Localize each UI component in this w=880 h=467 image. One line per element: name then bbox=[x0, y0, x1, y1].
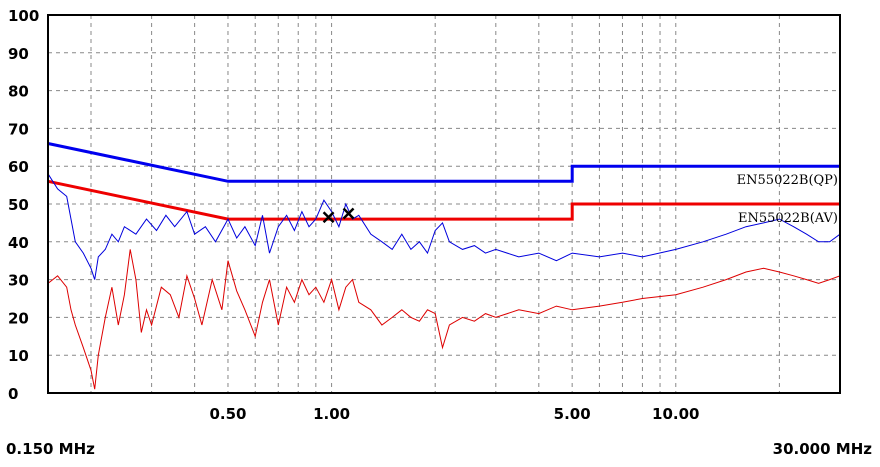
x-tick-label: 5.00 bbox=[554, 405, 591, 423]
limit-line-2 bbox=[47, 179, 840, 221]
x-tick-label: 10.00 bbox=[652, 405, 699, 423]
x-axis-ticks: 0.50 1.00 5.00 10.00 bbox=[209, 405, 699, 423]
x-min-label: 0.150 MHz bbox=[6, 440, 95, 458]
chart-grid bbox=[48, 15, 840, 393]
limit-label-2: EN55022B(AV) bbox=[738, 211, 838, 226]
limit-label-1: EN55022B(QP) bbox=[737, 173, 838, 188]
measurement-traces bbox=[47, 173, 841, 390]
limit-lines bbox=[47, 142, 840, 221]
y-tick-label: 90 bbox=[8, 45, 29, 63]
y-tick-label: 60 bbox=[8, 158, 29, 176]
peak-marker-2 bbox=[342, 207, 355, 220]
y-tick-label: 30 bbox=[8, 272, 29, 290]
peak-markers bbox=[322, 207, 355, 224]
limit-line-1 bbox=[47, 142, 840, 183]
y-tick-label: 10 bbox=[8, 347, 29, 365]
trace-2 bbox=[47, 249, 841, 390]
trace-1 bbox=[47, 173, 841, 280]
y-tick-label: 40 bbox=[8, 234, 29, 252]
plot-frame bbox=[47, 14, 841, 394]
x-max-label: 30.000 MHz bbox=[772, 440, 872, 458]
x-tick-label: 0.50 bbox=[209, 405, 246, 423]
y-tick-label: 0 bbox=[8, 385, 18, 403]
y-tick-label: 50 bbox=[8, 196, 29, 214]
x-tick-label: 1.00 bbox=[313, 405, 350, 423]
y-tick-label: 70 bbox=[8, 120, 29, 138]
peak-marker-1 bbox=[322, 211, 335, 224]
y-tick-label: 20 bbox=[8, 309, 29, 327]
y-tick-label: 100 bbox=[8, 7, 39, 25]
y-tick-label: 80 bbox=[8, 83, 29, 101]
limit-labels: EN55022B(QP) EN55022B(AV) bbox=[737, 173, 838, 226]
